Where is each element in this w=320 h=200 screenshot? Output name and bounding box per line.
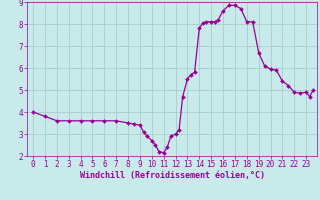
- X-axis label: Windchill (Refroidissement éolien,°C): Windchill (Refroidissement éolien,°C): [79, 171, 265, 180]
